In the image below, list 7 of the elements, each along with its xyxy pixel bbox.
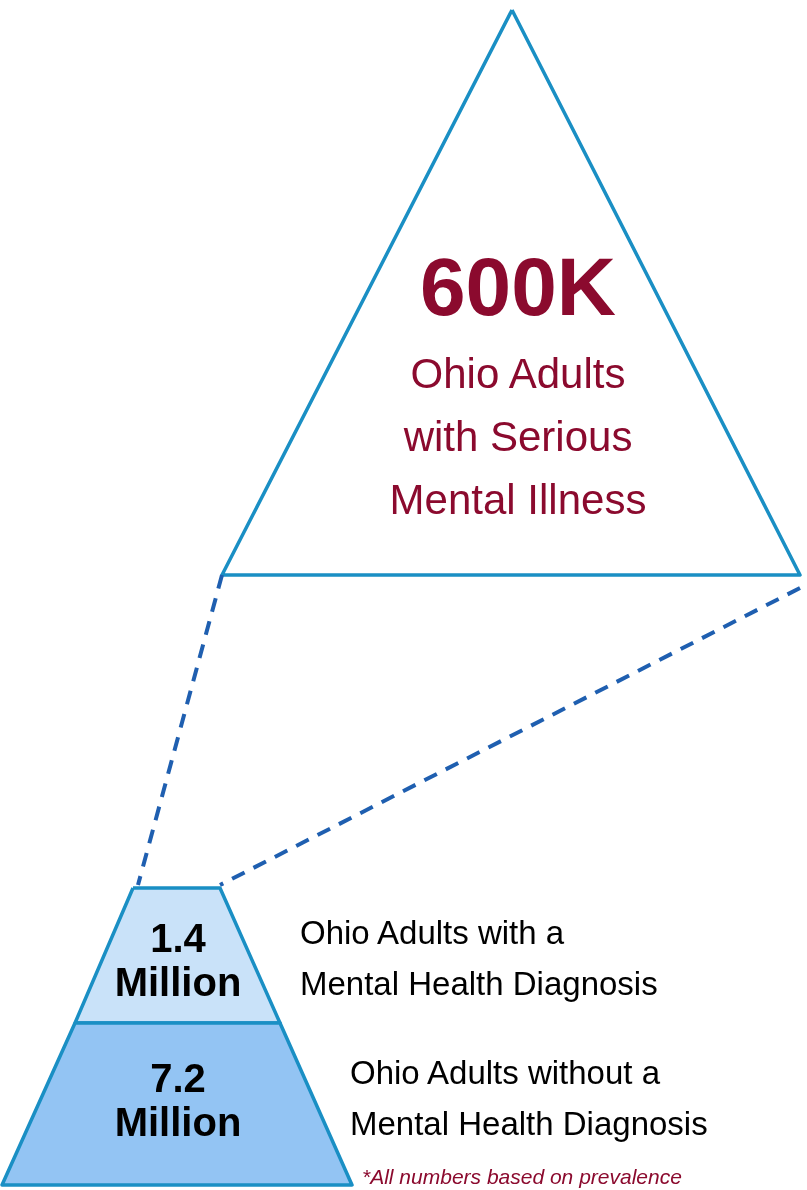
category-label: Ohio Adults with Serious Mental Illness xyxy=(389,350,647,523)
data-label: 7.2 Million xyxy=(114,1056,242,1144)
category-label: Ohio Adults without a Mental Health Diagnosis xyxy=(350,1054,708,1143)
data-label: 600K xyxy=(419,241,617,332)
category-label: Ohio Adults with a Mental Health Diagnosis xyxy=(300,914,658,1003)
data-label: 1.4 Million xyxy=(114,916,242,1004)
text: *All numbers based on prevalence xyxy=(362,1165,682,1188)
